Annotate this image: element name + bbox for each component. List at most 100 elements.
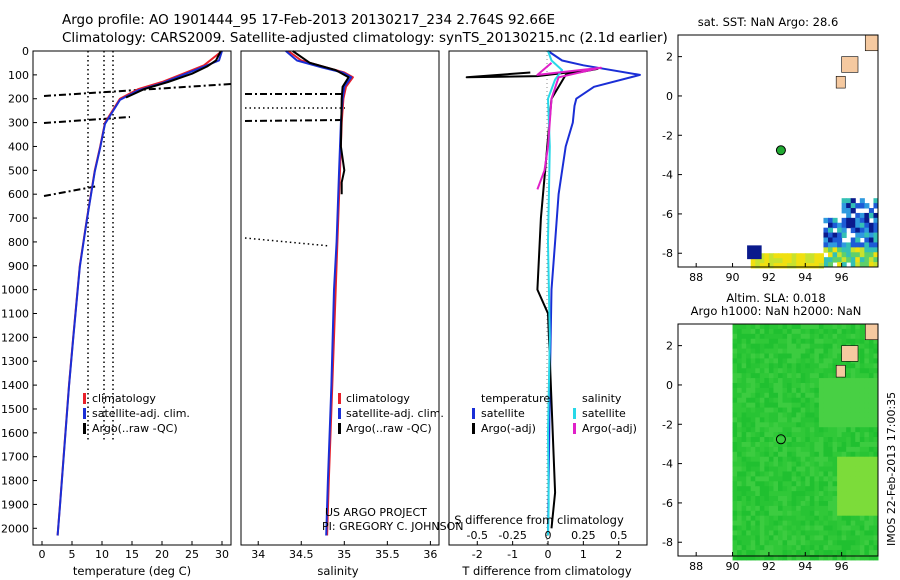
sla-cell	[746, 456, 752, 463]
sla-cell	[814, 471, 820, 477]
sla-cell	[732, 466, 738, 472]
sla-cell	[828, 510, 834, 517]
sla-cell	[778, 456, 784, 463]
sla-cell	[764, 476, 770, 482]
sla-cell	[850, 407, 856, 413]
sla-cell	[855, 461, 861, 468]
sla-cell	[787, 510, 793, 517]
sla-cell	[855, 481, 861, 487]
sla-cell	[746, 427, 752, 433]
sla-cell	[859, 407, 865, 413]
sla-cell	[864, 550, 870, 556]
sla-cell	[741, 432, 747, 438]
sla-cell	[841, 525, 847, 531]
depth-tick-label: 600	[8, 188, 29, 201]
sla-cell	[805, 333, 811, 340]
sla-cell	[832, 333, 838, 340]
sla-cell	[859, 432, 865, 438]
sla-cell	[732, 348, 738, 354]
sla-cell	[787, 535, 793, 541]
sla-cell	[750, 451, 756, 458]
sla-cell	[868, 368, 874, 374]
sla-cell	[828, 432, 834, 438]
sla-cell	[737, 353, 743, 359]
island-shape	[864, 323, 879, 341]
sla-cell	[732, 461, 738, 468]
sla-cell	[823, 373, 829, 379]
sla-cell	[750, 515, 756, 522]
sla-cell	[773, 333, 779, 340]
sla-cell	[755, 378, 761, 384]
sla-cell	[768, 466, 774, 472]
sla-cell	[841, 412, 847, 418]
sla-cell	[832, 500, 838, 507]
sla-cell	[846, 491, 852, 497]
sla-cell	[778, 348, 784, 354]
sla-cell	[773, 343, 779, 350]
sla-cell	[864, 471, 870, 477]
sla-cell	[782, 515, 788, 522]
sla-cell	[818, 456, 824, 463]
sst-cell	[759, 258, 765, 264]
sla-cell	[741, 545, 747, 551]
sla-cell	[837, 486, 843, 492]
sst-cell	[828, 217, 834, 224]
sla-cell	[741, 378, 747, 384]
sla-cell	[850, 510, 856, 517]
sla-cell	[868, 545, 874, 551]
sla-cell	[750, 530, 756, 536]
sla-cell	[782, 446, 788, 453]
sla-cell	[741, 456, 747, 463]
sla-cell	[741, 466, 747, 472]
sla-cell	[814, 496, 820, 502]
legend-swatch-climatology	[338, 393, 341, 404]
sla-cell	[823, 353, 829, 359]
sla-cell	[737, 417, 743, 423]
lat-tick-label: -2	[662, 418, 673, 431]
sla-cell	[805, 481, 811, 487]
argo-position-marker	[775, 434, 786, 445]
sla-cell	[778, 324, 784, 330]
sla-cell	[737, 328, 743, 335]
sla-cell	[759, 387, 765, 394]
sla-cell	[850, 520, 856, 527]
sla-cell	[755, 525, 761, 531]
legend-climatology: climatology	[346, 392, 410, 405]
sst-cell	[864, 232, 870, 239]
sla-cell	[832, 461, 838, 468]
sla-cell	[737, 324, 743, 330]
sla-cell	[800, 324, 806, 330]
sst-cell	[778, 258, 784, 264]
sla-cell	[750, 491, 756, 497]
sla-cell	[787, 486, 793, 492]
sla-cell	[855, 471, 861, 477]
sla-cell	[778, 476, 784, 482]
sla-cell	[841, 333, 847, 340]
sla-cell	[855, 510, 861, 517]
x-tick-label: 36	[423, 548, 437, 561]
sla-cell	[855, 402, 861, 409]
sla-cell	[855, 328, 861, 335]
sst-cell	[855, 203, 861, 209]
sla-cell	[859, 382, 865, 389]
sla-cell	[746, 476, 752, 482]
sla-cell	[764, 373, 770, 379]
sst-cells	[747, 198, 879, 269]
sst-land	[835, 34, 879, 89]
sla-cell	[828, 343, 834, 350]
sla-cell	[746, 540, 752, 546]
sla-cell	[737, 530, 743, 536]
sla-cell	[782, 373, 788, 379]
sla-cell	[787, 402, 793, 409]
sla-cell	[732, 427, 738, 433]
sla-cell	[741, 397, 747, 404]
sla-cell	[732, 555, 738, 561]
depth-tick-label: 800	[8, 236, 29, 249]
sla-cell	[759, 500, 765, 507]
sla-cell	[800, 525, 806, 531]
sla-cell	[755, 496, 761, 502]
sst-cell	[873, 198, 879, 204]
sla-cell	[778, 515, 784, 522]
sla-cell	[741, 491, 747, 497]
sla-cell	[814, 481, 820, 487]
